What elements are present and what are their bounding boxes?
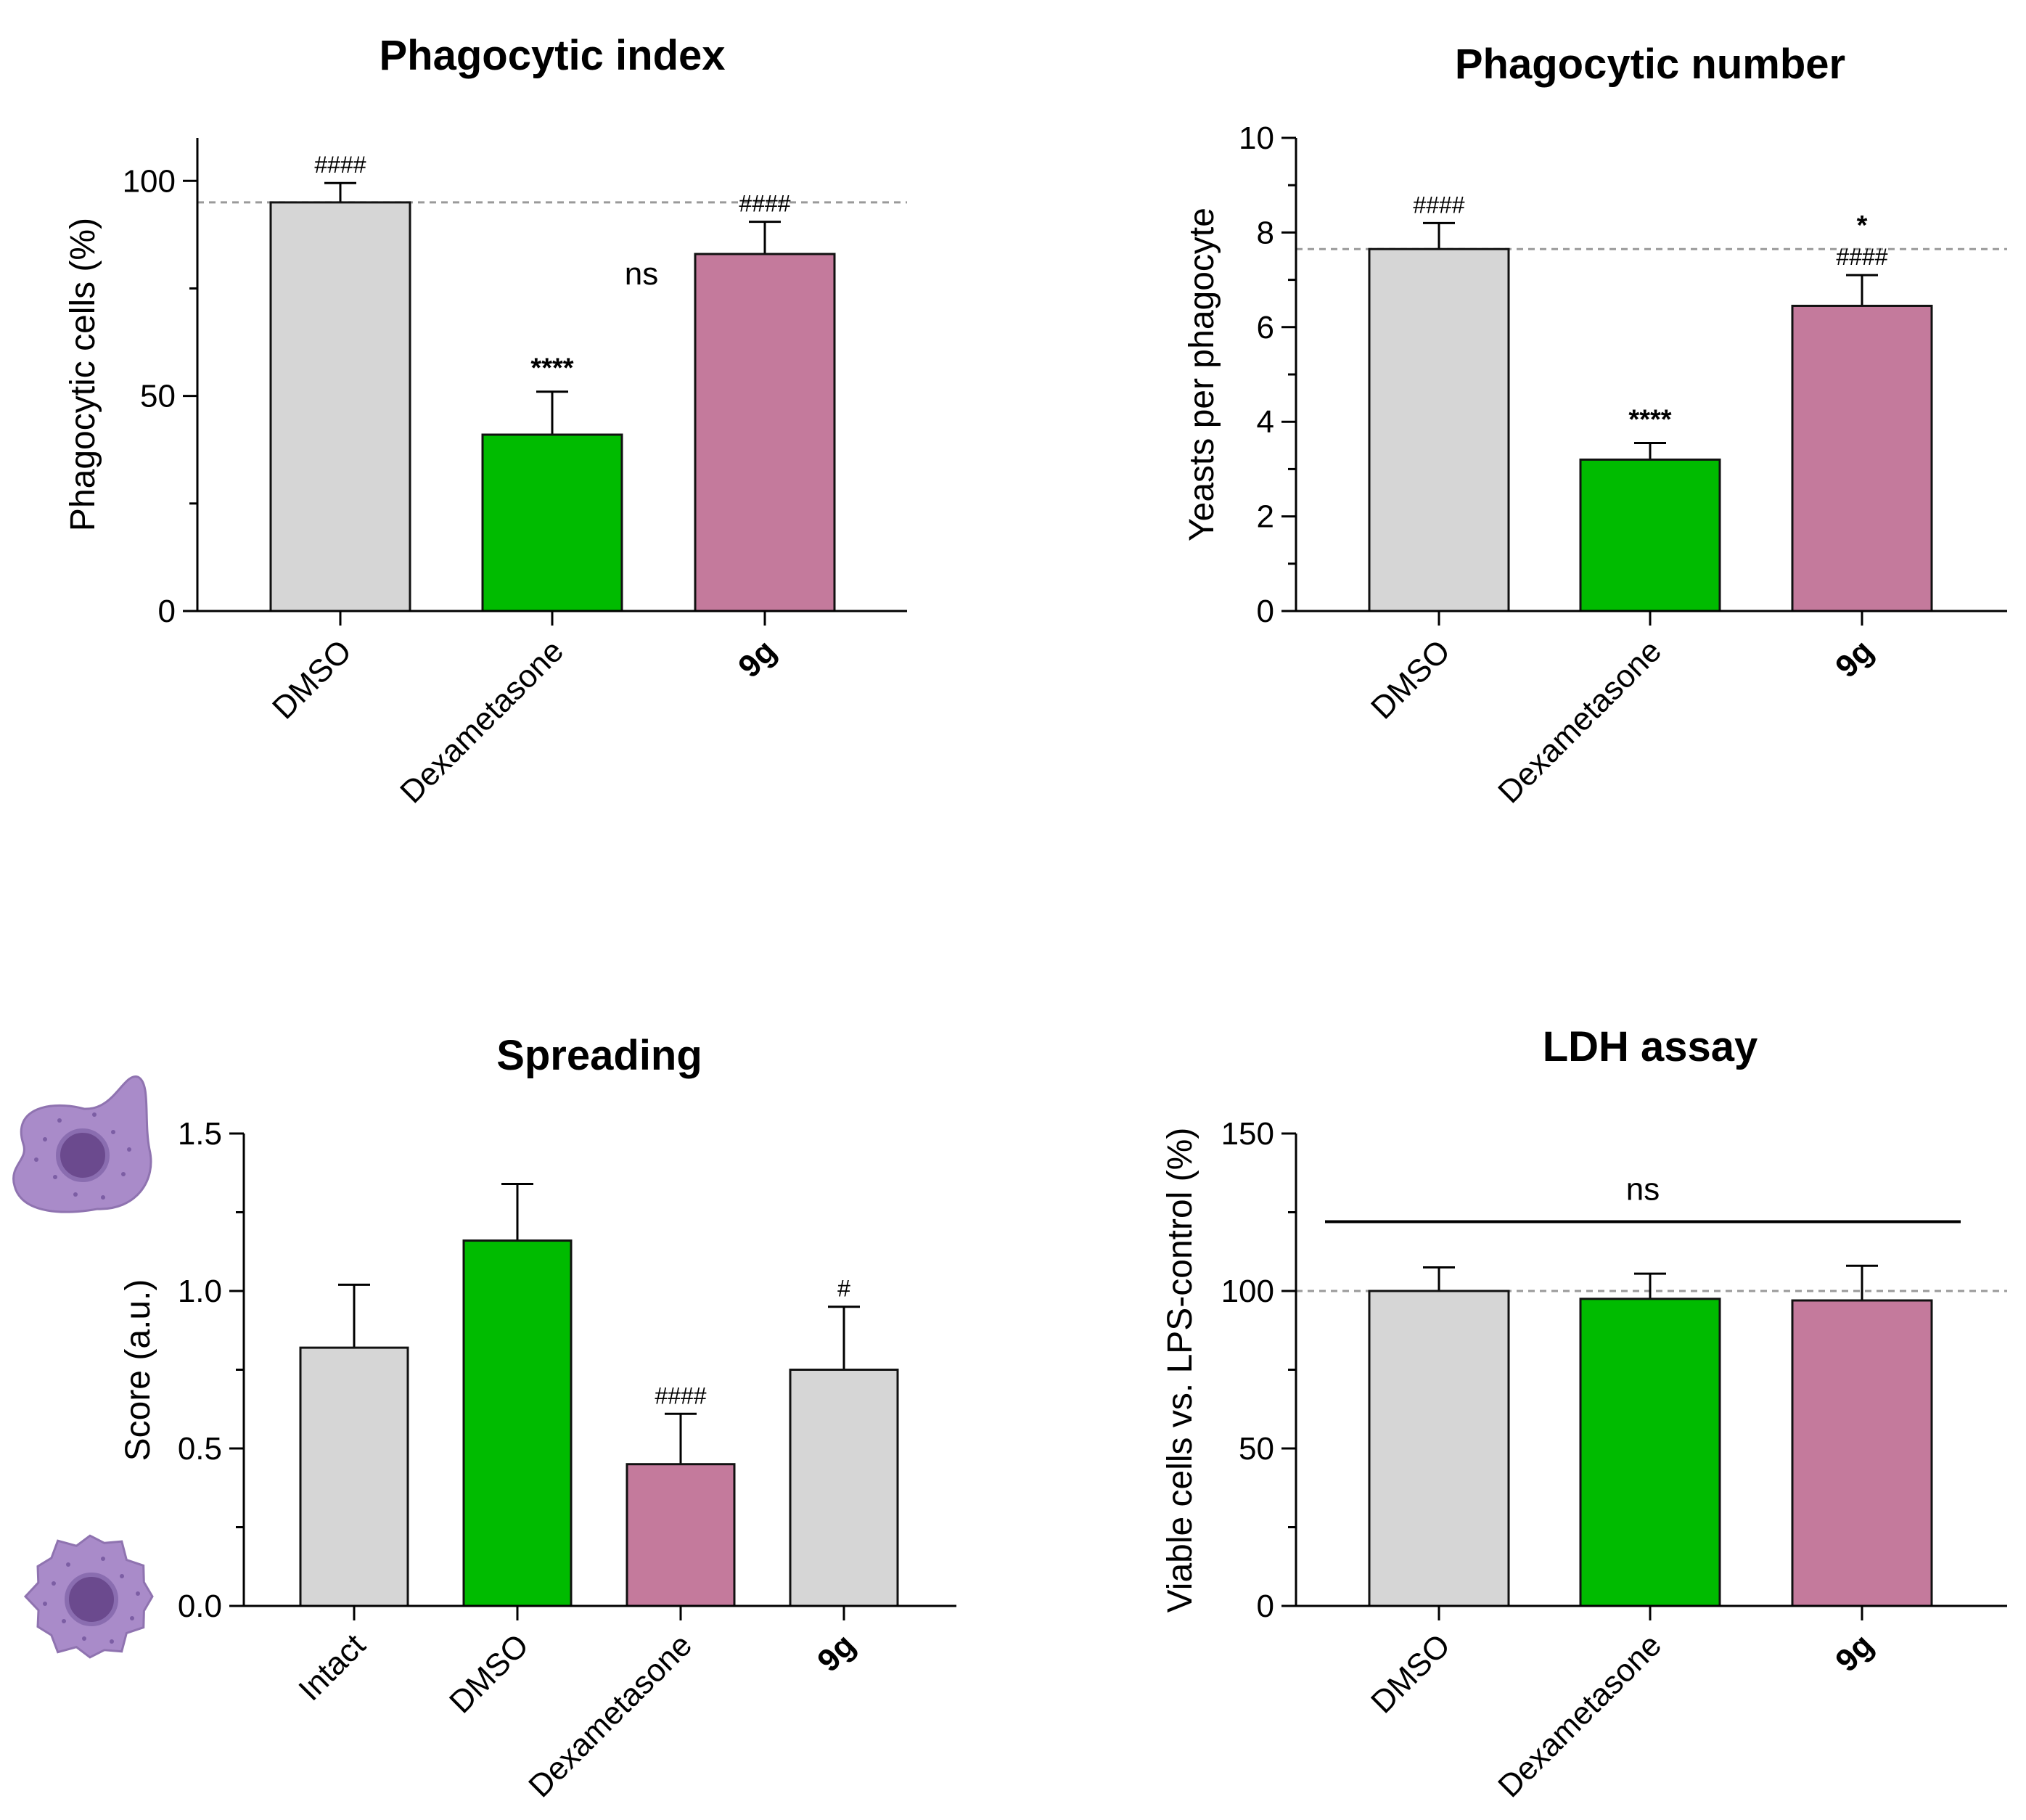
x-category-label-9g: 9g (1829, 1627, 1880, 1678)
cell-granule (66, 1562, 70, 1567)
y-tick-label: 0 (1257, 1589, 1274, 1624)
x-category-label-dexametasone: Dexametasone (1491, 1627, 1668, 1804)
y-axis-label: Score (a.u.) (119, 1279, 157, 1462)
y-tick-label: 6 (1257, 310, 1274, 345)
cell-granule (73, 1192, 78, 1197)
y-axis-label: Viable cells vs. LPS-control (%) (1161, 1128, 1199, 1613)
y-tick-label: 150 (1221, 1116, 1274, 1152)
bar-intact[interactable] (299, 1346, 409, 1607)
y-tick-label: 0.0 (178, 1589, 222, 1624)
bar-9g[interactable] (789, 1369, 899, 1607)
bar-dexametasone[interactable] (1579, 1298, 1721, 1607)
x-category-label-dexametasone: Dexametasone (522, 1627, 699, 1804)
cell-granule (136, 1591, 140, 1596)
y-axis-label: Yeasts per phagocyte (1183, 208, 1221, 541)
bar-dexametasone[interactable] (481, 433, 623, 612)
y-tick-label: 2 (1257, 499, 1274, 535)
cell-granule (120, 1574, 124, 1578)
y-tick-label: 0 (1257, 594, 1274, 629)
cell-granule (52, 1581, 56, 1586)
chart-spreading: Spreading Score (a.u.) 0.0 0.5 1.0 1.5 Intact D… (119, 1032, 956, 1804)
significance-label: **** (1628, 405, 1671, 435)
cell-granule (101, 1195, 105, 1200)
chart-title: Phagocytic number (1455, 41, 1845, 88)
x-category-label-dexametasone: Dexametasone (393, 633, 570, 810)
significance-label: * (1857, 210, 1868, 241)
y-axis-label: Phagocytic cells (%) (64, 218, 102, 531)
cell-granule (127, 1147, 131, 1152)
y-tick-label: 10 (1239, 120, 1274, 156)
cell-granule (82, 1636, 86, 1641)
round-macrophage-icon (23, 1534, 154, 1659)
y-tick-label: 50 (140, 379, 176, 414)
cell-granule (57, 1118, 62, 1123)
chart-title: Spreading (496, 1032, 702, 1079)
bar-9g[interactable] (1791, 304, 1933, 612)
chart-title: Phagocytic index (379, 32, 725, 79)
significance-label: #### (655, 1382, 706, 1409)
bar-dmso[interactable] (1368, 247, 1510, 612)
x-category-label-9g: 9g (1829, 633, 1880, 684)
significance-label: # (837, 1276, 850, 1302)
y-tick-label: 0 (158, 594, 176, 629)
spread-macrophage-icon (12, 1075, 152, 1213)
y-tick-label: 8 (1257, 215, 1274, 250)
cell-granule (111, 1130, 115, 1134)
faint-ns-label: ns (625, 256, 658, 292)
y-tick-label: 50 (1239, 1431, 1274, 1467)
x-category-label-intact: Intact (292, 1627, 372, 1708)
y-tick-label: 100 (1221, 1274, 1274, 1309)
x-category-label-dmso: DMSO (266, 633, 358, 726)
cell-granule (43, 1602, 47, 1606)
y-tick-label: 1.0 (178, 1274, 222, 1309)
cell-granule (130, 1616, 134, 1620)
cell-granule (62, 1619, 66, 1623)
chart-ldh-assay: LDH assay Viable cells vs. LPS-control (%… (1161, 1023, 2007, 1804)
x-category-label-dmso: DMSO (1364, 633, 1457, 726)
significance-label: #### (1836, 244, 1887, 270)
y-tick-label: 4 (1257, 404, 1274, 440)
x-category-label-9g: 9g (811, 1627, 862, 1678)
bar-dmso[interactable] (462, 1239, 573, 1607)
y-tick-label: 100 (123, 163, 176, 199)
bar-dexametasone[interactable] (1579, 458, 1721, 612)
cell-granule (53, 1175, 57, 1179)
chart-title: LDH assay (1543, 1023, 1758, 1070)
y-tick-label: 1.5 (178, 1116, 222, 1152)
y-tick-label: 0.5 (178, 1431, 222, 1467)
significance-label: #### (739, 191, 790, 217)
cell-granule (110, 1639, 114, 1644)
cell-granule (92, 1112, 97, 1117)
cell-granule (34, 1157, 38, 1162)
bracket-label: ns (1626, 1172, 1660, 1208)
chart-phagocytic-number: Phagocytic number Yeasts per phagocyte 0 2 4… (1183, 41, 2007, 810)
bar-dmso[interactable] (269, 201, 411, 612)
bar-dexametasone[interactable] (626, 1463, 736, 1607)
cell-nucleus (56, 1128, 110, 1182)
significance-label: **** (530, 353, 573, 384)
x-category-label-9g: 9g (731, 633, 783, 684)
x-category-label-dmso: DMSO (443, 1627, 536, 1720)
x-category-label-dmso: DMSO (1364, 1627, 1457, 1720)
significance-label: #### (314, 152, 366, 178)
significance-label: #### (1413, 192, 1464, 218)
bar-dmso[interactable] (1368, 1290, 1510, 1607)
cell-granule (43, 1137, 47, 1141)
chart-phagocytic-index: Phagocytic index Phagocytic cells (%) 0 50 1… (64, 32, 907, 810)
cell-granule (101, 1557, 105, 1561)
bar-9g[interactable] (694, 253, 836, 612)
x-category-label-dexametasone: Dexametasone (1491, 633, 1668, 810)
bar-9g[interactable] (1791, 1299, 1933, 1607)
cell-granule (121, 1172, 126, 1176)
cell-nucleus (65, 1573, 118, 1626)
